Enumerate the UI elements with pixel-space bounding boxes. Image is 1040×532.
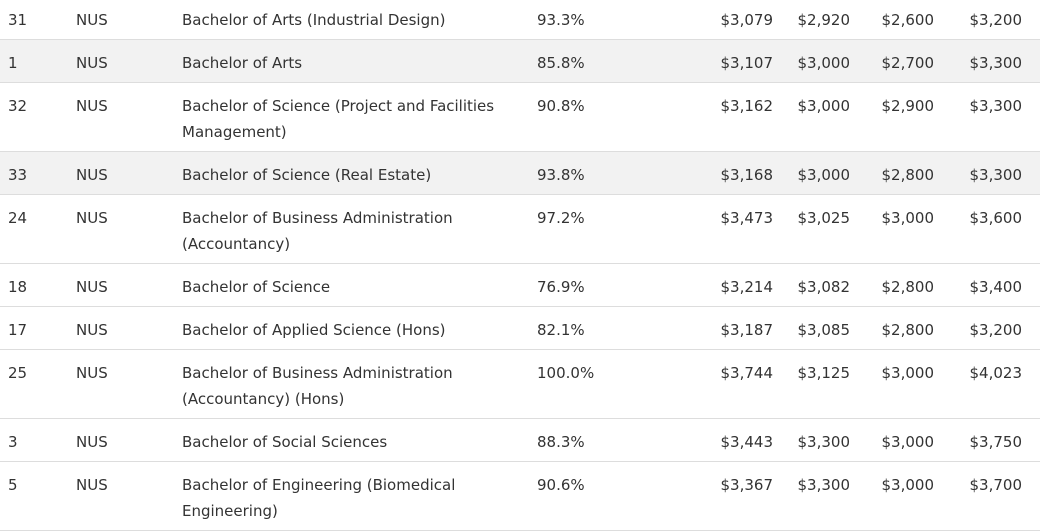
university-cell: NUS	[76, 0, 182, 40]
mean-salary-cell: $3,443	[697, 418, 773, 462]
p25-salary-cell: $2,600	[850, 0, 934, 40]
p75-salary-cell: $4,023	[934, 349, 1040, 419]
median-salary-cell: $3,300	[773, 418, 850, 462]
p25-salary-cell: $3,000	[850, 349, 934, 419]
mean-salary-cell: $3,187	[697, 306, 773, 350]
mean-salary-cell: $3,162	[697, 82, 773, 152]
p75-salary-cell: $3,600	[934, 194, 1040, 264]
p25-salary-cell: $2,800	[850, 263, 934, 307]
degree-cell: Bachelor of Engineering (Biomedical Engi…	[182, 461, 537, 531]
p25-salary-cell: $2,700	[850, 39, 934, 83]
p75-salary-cell: $3,200	[934, 0, 1040, 40]
degree-cell: Bachelor of Business Administration (Acc…	[182, 194, 537, 264]
university-cell: NUS	[76, 461, 182, 531]
p75-salary-cell: $3,750	[934, 418, 1040, 462]
university-cell: NUS	[76, 151, 182, 195]
table-row: 32 NUS Bachelor of Science (Project and …	[0, 82, 1040, 152]
rank-cell: 31	[0, 0, 76, 40]
rank-cell: 24	[0, 194, 76, 264]
median-salary-cell: $3,085	[773, 306, 850, 350]
median-salary-cell: $3,025	[773, 194, 850, 264]
employment-rate-cell: 90.8%	[537, 82, 697, 152]
employment-rate-cell: 76.9%	[537, 263, 697, 307]
rank-cell: 1	[0, 39, 76, 83]
degree-cell: Bachelor of Arts	[182, 39, 537, 83]
degree-cell: Bachelor of Science	[182, 263, 537, 307]
rank-cell: 5	[0, 461, 76, 531]
table-row: 17 NUS Bachelor of Applied Science (Hons…	[0, 306, 1040, 350]
p75-salary-cell: $3,700	[934, 461, 1040, 531]
university-cell: NUS	[76, 263, 182, 307]
employment-rate-cell: 100.0%	[537, 349, 697, 419]
mean-salary-cell: $3,744	[697, 349, 773, 419]
mean-salary-cell: $3,214	[697, 263, 773, 307]
degree-cell: Bachelor of Applied Science (Hons)	[182, 306, 537, 350]
table-row: 33 NUS Bachelor of Science (Real Estate)…	[0, 151, 1040, 195]
table-row: 18 NUS Bachelor of Science 76.9% $3,214 …	[0, 263, 1040, 307]
university-cell: NUS	[76, 82, 182, 152]
median-salary-cell: $2,920	[773, 0, 850, 40]
table-row: 5 NUS Bachelor of Engineering (Biomedica…	[0, 461, 1040, 531]
employment-rate-cell: 93.8%	[537, 151, 697, 195]
median-salary-cell: $3,125	[773, 349, 850, 419]
mean-salary-cell: $3,473	[697, 194, 773, 264]
university-cell: NUS	[76, 194, 182, 264]
p25-salary-cell: $3,000	[850, 418, 934, 462]
p25-salary-cell: $3,000	[850, 461, 934, 531]
p75-salary-cell: $3,300	[934, 151, 1040, 195]
university-cell: NUS	[76, 39, 182, 83]
table-row: 31 NUS Bachelor of Arts (Industrial Desi…	[0, 0, 1040, 40]
median-salary-cell: $3,300	[773, 461, 850, 531]
table-row: 1 NUS Bachelor of Arts 85.8% $3,107 $3,0…	[0, 39, 1040, 83]
p75-salary-cell: $3,300	[934, 82, 1040, 152]
employment-rate-cell: 88.3%	[537, 418, 697, 462]
degree-cell: Bachelor of Business Administration (Acc…	[182, 349, 537, 419]
rank-cell: 18	[0, 263, 76, 307]
rank-cell: 17	[0, 306, 76, 350]
p75-salary-cell: $3,400	[934, 263, 1040, 307]
rank-cell: 3	[0, 418, 76, 462]
employment-rate-cell: 93.3%	[537, 0, 697, 40]
table-row: 25 NUS Bachelor of Business Administrati…	[0, 349, 1040, 419]
p75-salary-cell: $3,300	[934, 39, 1040, 83]
median-salary-cell: $3,000	[773, 151, 850, 195]
rank-cell: 25	[0, 349, 76, 419]
mean-salary-cell: $3,168	[697, 151, 773, 195]
mean-salary-cell: $3,367	[697, 461, 773, 531]
rank-cell: 33	[0, 151, 76, 195]
p25-salary-cell: $2,800	[850, 151, 934, 195]
mean-salary-cell: $3,079	[697, 0, 773, 40]
degree-cell: Bachelor of Social Sciences	[182, 418, 537, 462]
median-salary-cell: $3,000	[773, 39, 850, 83]
p25-salary-cell: $2,800	[850, 306, 934, 350]
median-salary-cell: $3,082	[773, 263, 850, 307]
university-cell: NUS	[76, 418, 182, 462]
p25-salary-cell: $3,000	[850, 194, 934, 264]
median-salary-cell: $3,000	[773, 82, 850, 152]
p75-salary-cell: $3,200	[934, 306, 1040, 350]
employment-rate-cell: 97.2%	[537, 194, 697, 264]
p25-salary-cell: $2,900	[850, 82, 934, 152]
mean-salary-cell: $3,107	[697, 39, 773, 83]
employment-rate-cell: 90.6%	[537, 461, 697, 531]
degree-cell: Bachelor of Science (Project and Facilit…	[182, 82, 537, 152]
table-row: 24 NUS Bachelor of Business Administrati…	[0, 194, 1040, 264]
employment-rate-cell: 82.1%	[537, 306, 697, 350]
employment-rate-cell: 85.8%	[537, 39, 697, 83]
university-cell: NUS	[76, 306, 182, 350]
degree-cell: Bachelor of Science (Real Estate)	[182, 151, 537, 195]
rank-cell: 32	[0, 82, 76, 152]
degree-cell: Bachelor of Arts (Industrial Design)	[182, 0, 537, 40]
university-cell: NUS	[76, 349, 182, 419]
table-row: 3 NUS Bachelor of Social Sciences 88.3% …	[0, 418, 1040, 462]
